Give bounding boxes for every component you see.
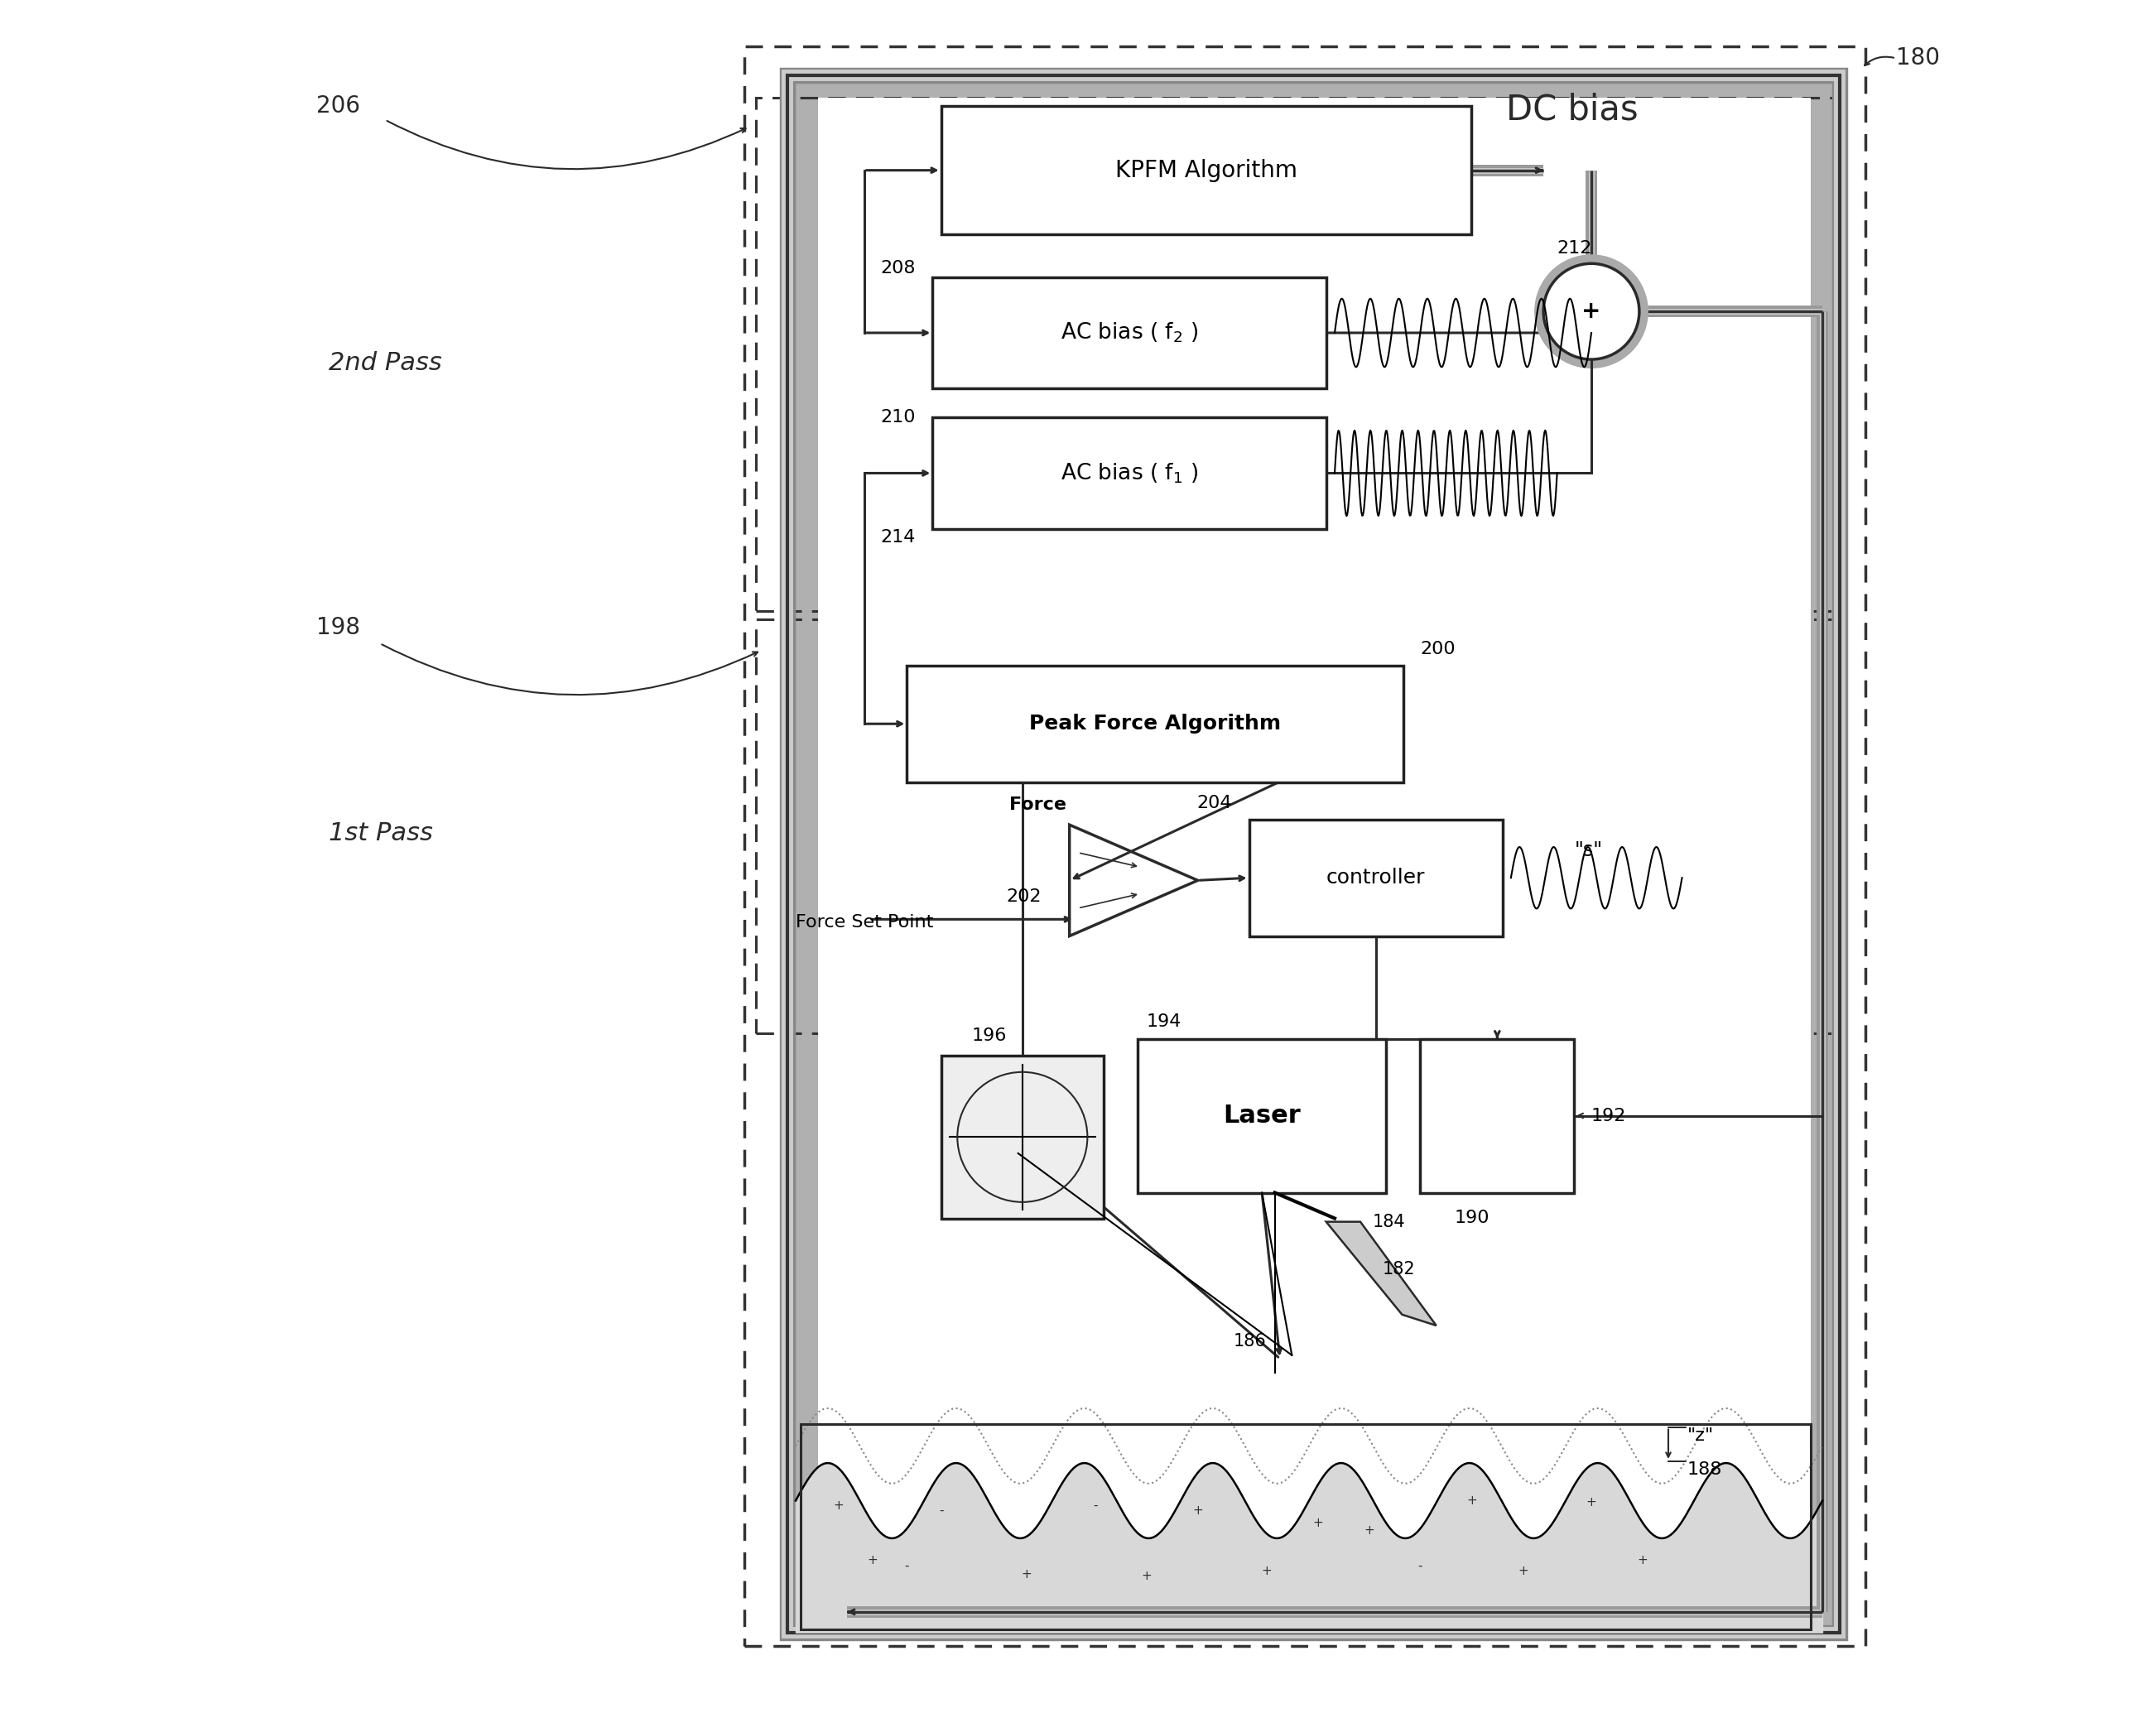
- Text: Force Set Point: Force Set Point: [796, 914, 934, 931]
- Text: -: -: [1419, 1560, 1423, 1572]
- Text: +: +: [1587, 1496, 1598, 1508]
- FancyBboxPatch shape: [1248, 819, 1503, 936]
- Text: 214: 214: [880, 529, 916, 546]
- Text: "s": "s": [1574, 840, 1602, 861]
- FancyBboxPatch shape: [942, 107, 1473, 234]
- Text: controller: controller: [1326, 868, 1425, 888]
- Text: +: +: [1518, 1565, 1529, 1577]
- FancyBboxPatch shape: [787, 76, 1839, 1632]
- Text: KPFM Algorithm: KPFM Algorithm: [1115, 158, 1298, 182]
- Text: 212: 212: [1557, 241, 1591, 256]
- Text: +: +: [867, 1555, 877, 1567]
- Polygon shape: [1326, 1221, 1436, 1326]
- Text: 202: 202: [1007, 888, 1041, 905]
- Text: DC bias: DC bias: [1505, 93, 1639, 127]
- Text: +: +: [1466, 1495, 1477, 1507]
- Text: +: +: [1022, 1569, 1033, 1581]
- Text: Force: Force: [1009, 795, 1067, 813]
- Circle shape: [1544, 263, 1639, 359]
- Text: +: +: [1192, 1505, 1203, 1517]
- Text: +: +: [1261, 1565, 1272, 1577]
- Text: -: -: [938, 1505, 944, 1517]
- Text: "z": "z": [1688, 1428, 1714, 1443]
- Text: +: +: [832, 1500, 843, 1512]
- Text: +: +: [1636, 1555, 1647, 1567]
- FancyBboxPatch shape: [934, 417, 1326, 529]
- Text: 200: 200: [1421, 641, 1455, 656]
- Text: +: +: [1583, 301, 1602, 323]
- Text: 1st Pass: 1st Pass: [328, 821, 433, 845]
- Text: 192: 192: [1591, 1108, 1626, 1124]
- Text: -: -: [906, 1560, 910, 1572]
- FancyBboxPatch shape: [908, 665, 1404, 782]
- FancyBboxPatch shape: [817, 98, 1811, 1611]
- Text: 194: 194: [1147, 1014, 1181, 1031]
- Text: 182: 182: [1382, 1261, 1414, 1278]
- Text: +: +: [1363, 1524, 1373, 1536]
- Text: 2nd Pass: 2nd Pass: [328, 350, 442, 375]
- Text: 204: 204: [1197, 794, 1231, 811]
- Text: 210: 210: [880, 409, 916, 426]
- Text: Laser: Laser: [1222, 1103, 1300, 1127]
- Text: 198: 198: [317, 617, 360, 639]
- Text: 186: 186: [1233, 1333, 1266, 1350]
- Text: 190: 190: [1455, 1209, 1490, 1227]
- Circle shape: [1535, 254, 1647, 368]
- FancyBboxPatch shape: [1138, 1039, 1386, 1192]
- Text: 180: 180: [1895, 46, 1940, 69]
- Text: 208: 208: [880, 261, 916, 277]
- Text: -: -: [1093, 1500, 1097, 1512]
- Text: 206: 206: [317, 94, 360, 119]
- FancyBboxPatch shape: [1421, 1039, 1574, 1192]
- Text: AC bias ( f$_2$ ): AC bias ( f$_2$ ): [1061, 321, 1199, 345]
- FancyBboxPatch shape: [934, 277, 1326, 388]
- Text: AC bias ( f$_1$ ): AC bias ( f$_1$ ): [1061, 462, 1199, 484]
- Text: +: +: [1313, 1517, 1324, 1529]
- Text: 196: 196: [972, 1027, 1007, 1045]
- Text: Peak Force Algorithm: Peak Force Algorithm: [1028, 715, 1281, 734]
- FancyBboxPatch shape: [942, 1057, 1104, 1218]
- Text: 188: 188: [1688, 1462, 1723, 1477]
- Text: 184: 184: [1373, 1213, 1406, 1230]
- Text: +: +: [1141, 1570, 1151, 1582]
